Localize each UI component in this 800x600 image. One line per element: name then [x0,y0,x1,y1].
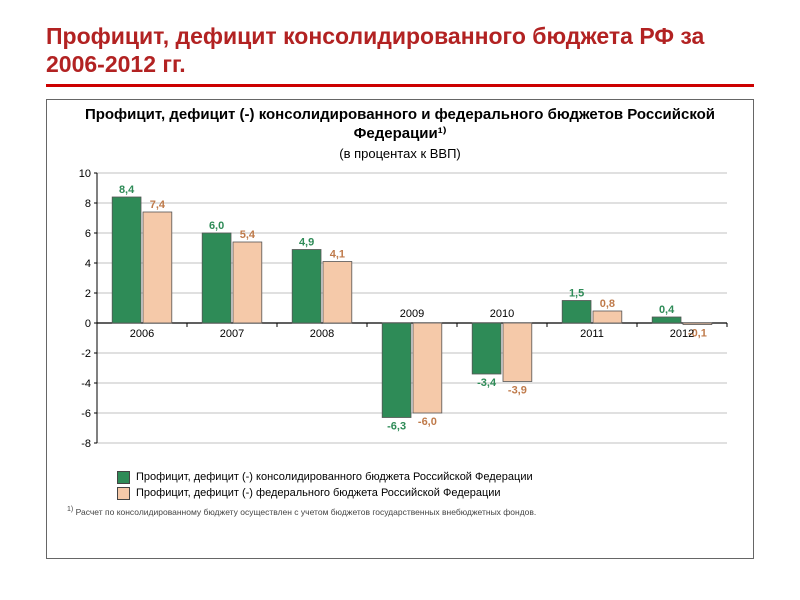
legend-label: Профицит, дефицит (-) консолидированного… [136,471,533,483]
svg-text:-6,0: -6,0 [418,416,437,428]
svg-text:2007: 2007 [220,328,244,340]
svg-text:0,4: 0,4 [659,304,675,316]
chart-title: Профицит, дефицит (-) консолидированного… [57,106,743,144]
svg-text:0: 0 [85,318,91,330]
svg-text:2006: 2006 [130,328,154,340]
chart-subtitle: (в процентах к ВВП) [57,146,743,161]
svg-text:4,1: 4,1 [330,248,345,260]
svg-text:10: 10 [79,168,91,180]
legend-item: Профицит, дефицит (-) федерального бюдже… [117,487,743,500]
svg-text:5,4: 5,4 [240,229,256,241]
svg-text:2009: 2009 [400,308,424,320]
svg-text:-4: -4 [81,378,91,390]
svg-text:-3,4: -3,4 [477,377,497,389]
svg-text:6,0: 6,0 [209,220,224,232]
svg-text:-3,9: -3,9 [508,384,527,396]
svg-text:8: 8 [85,198,91,210]
legend-item: Профицит, дефицит (-) консолидированного… [117,471,743,484]
footnote: 1) Расчет по консолидированному бюджету … [57,506,743,517]
legend-label: Профицит, дефицит (-) федерального бюдже… [136,487,501,499]
svg-text:2008: 2008 [310,328,334,340]
slide-title: Профицит, дефицит консолидированного бюд… [46,22,754,78]
svg-text:7,4: 7,4 [150,199,166,211]
chart-plot: -8 -6 -4 -2 0 2 4 6 8 10 8,4 7,4 2006 6,0 5,4 2007 4,9 4,… [57,167,743,465]
svg-text:4,9: 4,9 [299,236,314,248]
legend: Профицит, дефицит (-) консолидированного… [57,471,743,500]
chart-frame: Профицит, дефицит (-) консолидированного… [46,99,754,559]
svg-text:4: 4 [85,258,91,270]
svg-text:2012: 2012 [670,328,694,340]
svg-text:0,8: 0,8 [600,298,615,310]
legend-swatch [117,471,130,484]
svg-text:6: 6 [85,228,91,240]
footnote-text: Расчет по консолидированному бюджету осу… [76,506,537,516]
svg-text:-6: -6 [81,408,91,420]
svg-text:2: 2 [85,288,91,300]
slide: Профицит, дефицит консолидированного бюд… [0,0,800,600]
svg-text:2010: 2010 [490,308,514,320]
svg-text:-8: -8 [81,438,91,450]
bar-chart-svg: -8 -6 -4 -2 0 2 4 6 8 10 8,4 7,4 2006 6,0 5,4 2007 4,9 4,… [57,167,737,465]
title-rule [46,84,754,87]
svg-text:1,5: 1,5 [569,287,584,299]
legend-swatch [117,487,130,500]
svg-text:2011: 2011 [580,328,604,340]
svg-text:8,4: 8,4 [119,184,135,196]
svg-text:-6,3: -6,3 [387,420,406,432]
svg-text:-2: -2 [81,348,91,360]
